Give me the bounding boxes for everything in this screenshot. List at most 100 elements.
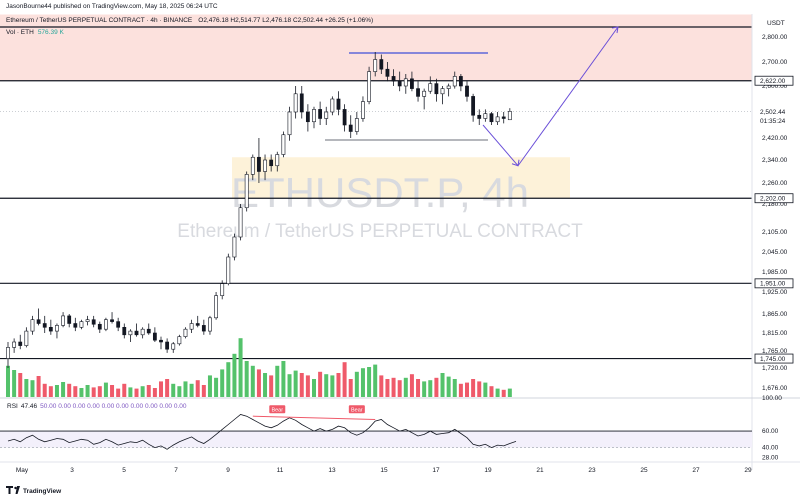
candles-layer (6, 52, 512, 368)
volume-bar (140, 386, 145, 397)
volume-bar (24, 379, 29, 397)
divergence-badge (348, 405, 365, 414)
time-tick: 15 (380, 467, 388, 474)
candle (201, 325, 206, 332)
candle (471, 96, 476, 116)
volume-bar (495, 388, 500, 397)
volume-bar (6, 365, 10, 397)
price-badge (755, 115, 793, 125)
price-tick: 2,800.00 (762, 34, 788, 41)
header-symbol: Ethereum / TetherUS PERPETUAL CONTRACT ·… (6, 17, 193, 24)
candle (483, 113, 488, 119)
candle (18, 341, 23, 346)
volume-legend: Vol · ETH 576.39 K (6, 29, 64, 36)
volume-bar (379, 375, 384, 397)
candle (501, 116, 506, 119)
time-tick: 21 (536, 467, 544, 474)
candle (24, 330, 29, 346)
candle (489, 113, 494, 123)
candle (183, 328, 188, 337)
candle (134, 330, 139, 336)
candle (61, 315, 65, 326)
volume-bar (220, 369, 225, 397)
candle (495, 116, 500, 123)
published-line: JasonBourne44 published on TradingView.c… (6, 3, 218, 10)
volume-bar (61, 382, 66, 397)
time-tick: 27 (692, 467, 700, 474)
chart-header: Ethereum / TetherUS PERPETUAL CONTRACT ·… (6, 17, 373, 24)
range-box (325, 52, 488, 141)
volume-bar (250, 365, 255, 397)
volume-bar (507, 388, 512, 397)
price-tick: 1,720.00 (762, 365, 788, 372)
volume-bar (183, 381, 188, 397)
volume-bar (281, 361, 286, 397)
candle (250, 156, 255, 175)
volume-bar (397, 380, 402, 397)
time-axis[interactable]: May 3 5 7 9 11 13 15 17 19 21 23 25 27 29 (0, 461, 800, 474)
volume-bar (428, 380, 433, 397)
rsi-line (7, 414, 517, 450)
volume-bar (391, 377, 396, 397)
divergence-label: Bear (351, 408, 363, 414)
rsi-divergence-line (252, 415, 376, 420)
price-tick: 2,600.00 (762, 83, 788, 90)
volume-bar (134, 388, 139, 397)
price-badge-label: 2,622.00 (760, 78, 786, 85)
volume-bar (226, 362, 231, 397)
rsi-legend: RSI 47.46 50.00 0.00 0.00 0.00 0.00 0.00 0… (7, 403, 187, 410)
tv-logo-icon (6, 486, 13, 494)
volume-bar (434, 377, 439, 397)
arrowhead-up (611, 26, 619, 34)
price-tick: 2,045.00 (762, 249, 788, 256)
candle (48, 326, 53, 332)
price-badge (754, 353, 794, 364)
price-badge (754, 75, 794, 86)
volume-bar (30, 380, 35, 397)
candle (232, 236, 237, 258)
candle (67, 315, 72, 324)
volume-bar (91, 387, 96, 397)
rsi-params: 50.00 0.00 0.00 0.00 0.00 0.00 0.00 0.00… (40, 403, 187, 410)
volume-bar (54, 385, 59, 397)
candle (122, 326, 127, 336)
tradingview-logo (6, 486, 20, 494)
rsi-label: RSI (7, 403, 18, 410)
volume-bar (263, 373, 268, 397)
candle (257, 156, 261, 172)
candle (434, 83, 439, 95)
volume-bar (489, 386, 494, 397)
volume-bar (312, 379, 316, 397)
volume-bar (452, 379, 457, 397)
volume-bar (73, 386, 78, 397)
divergence-badge (269, 405, 286, 414)
candle (336, 98, 341, 110)
volume-bar (79, 388, 84, 397)
candle (465, 85, 469, 97)
candle (146, 328, 151, 334)
volume-bar (122, 383, 127, 397)
price-tick: 1,765.00 (762, 348, 788, 355)
rsi-tick: 60.00 (762, 428, 779, 435)
candle (116, 321, 121, 328)
volume-bar (409, 374, 414, 397)
candle (416, 88, 420, 97)
volume-bar (42, 383, 47, 397)
volume-bar (477, 381, 482, 397)
candle (324, 111, 329, 119)
candle (299, 93, 304, 113)
rsi-tick: 100.00 (762, 395, 782, 402)
rsi-value: 47.46 (21, 403, 38, 410)
price-badge (754, 278, 794, 289)
candle (73, 323, 78, 328)
candle (397, 80, 402, 87)
volume-bar (373, 364, 378, 397)
candle (446, 85, 451, 89)
volume-bar (97, 386, 102, 397)
price-badge-label: 1,745.00 (760, 356, 786, 363)
volume-bar (446, 376, 451, 397)
time-tick: 7 (174, 467, 178, 474)
candle (238, 207, 243, 238)
